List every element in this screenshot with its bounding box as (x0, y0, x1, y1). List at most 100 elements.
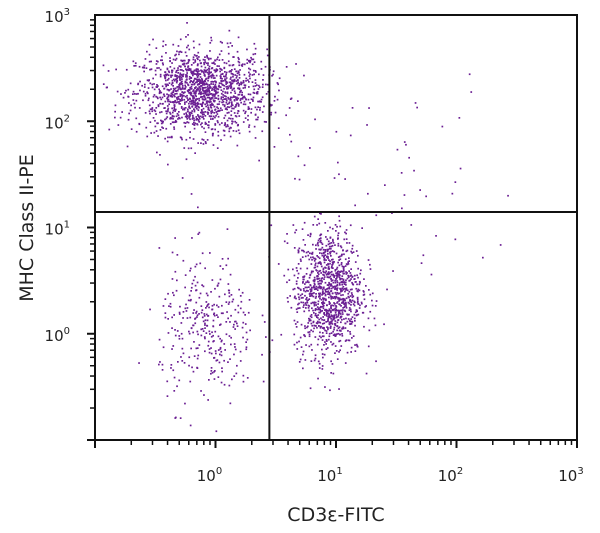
data-point (232, 130, 235, 132)
data-point (320, 272, 322, 274)
data-point (190, 290, 192, 292)
data-point (337, 256, 340, 258)
data-point (348, 302, 351, 305)
data-point (322, 302, 324, 305)
data-point (202, 116, 204, 118)
data-point (311, 349, 313, 351)
data-point (363, 291, 365, 293)
data-point (383, 323, 385, 326)
data-point (229, 358, 231, 360)
data-point (332, 267, 334, 269)
data-point (245, 346, 248, 349)
data-point (324, 250, 327, 253)
data-point (231, 69, 233, 71)
data-point (317, 241, 319, 244)
data-point (313, 286, 316, 289)
data-point (302, 301, 304, 304)
data-point (341, 270, 344, 273)
data-point (190, 94, 193, 97)
data-point (253, 42, 256, 45)
data-point (325, 270, 327, 273)
data-point (195, 116, 198, 118)
data-point (350, 346, 353, 349)
data-point (297, 251, 300, 254)
data-point (179, 95, 181, 98)
data-point (180, 332, 183, 335)
data-point (181, 84, 184, 87)
data-point (149, 308, 151, 311)
data-point (302, 282, 304, 284)
data-point (306, 301, 309, 304)
data-point (204, 324, 206, 326)
data-point (221, 83, 224, 86)
data-point (229, 98, 232, 100)
data-point (302, 276, 304, 278)
data-point (371, 299, 373, 302)
data-point (183, 108, 186, 111)
data-point (210, 352, 213, 355)
data-point (178, 311, 181, 314)
data-point (190, 111, 192, 114)
data-point (164, 76, 167, 79)
data-point (332, 315, 334, 317)
data-point (137, 82, 140, 85)
data-point (229, 81, 232, 84)
data-point (321, 252, 323, 255)
data-point (174, 237, 176, 239)
data-point (169, 111, 171, 114)
data-point (200, 65, 203, 68)
data-point (210, 115, 213, 118)
data-point (200, 328, 203, 331)
data-point (189, 115, 191, 118)
data-point (182, 70, 185, 72)
data-point (332, 334, 335, 336)
data-point (368, 329, 371, 332)
data-point (155, 47, 158, 49)
data-point (290, 140, 293, 143)
data-point (184, 51, 187, 54)
data-point (135, 130, 138, 133)
data-point (244, 323, 247, 325)
data-point (188, 330, 190, 333)
data-point (308, 298, 311, 300)
data-point (459, 167, 462, 170)
data-point (190, 91, 192, 94)
data-point (154, 69, 157, 72)
data-point (166, 67, 169, 70)
data-point (169, 57, 171, 59)
data-point (210, 370, 213, 372)
data-point (159, 154, 161, 156)
data-point (356, 283, 358, 286)
data-point (226, 92, 229, 95)
data-point (171, 91, 174, 94)
data-point (328, 293, 331, 295)
data-point (137, 92, 139, 95)
data-point (278, 89, 280, 92)
data-point (290, 306, 293, 309)
data-point (246, 62, 249, 64)
data-point (335, 274, 338, 277)
data-point (410, 224, 413, 226)
data-point (347, 330, 349, 332)
data-point (195, 119, 198, 121)
data-point (121, 111, 123, 113)
data-point (157, 122, 159, 125)
data-point (310, 271, 313, 274)
data-point (198, 97, 201, 100)
data-point (343, 283, 346, 285)
data-point (171, 251, 174, 254)
data-point (261, 353, 263, 356)
data-point (342, 294, 344, 296)
data-point (298, 247, 301, 250)
data-point (363, 298, 366, 301)
data-point (245, 341, 247, 343)
data-point (158, 88, 160, 91)
data-point (226, 42, 229, 45)
data-point (308, 318, 311, 321)
data-point (226, 108, 228, 111)
data-point (341, 333, 343, 335)
data-point (299, 288, 302, 291)
data-point (220, 92, 223, 95)
data-point (201, 105, 203, 107)
data-point (327, 293, 329, 295)
